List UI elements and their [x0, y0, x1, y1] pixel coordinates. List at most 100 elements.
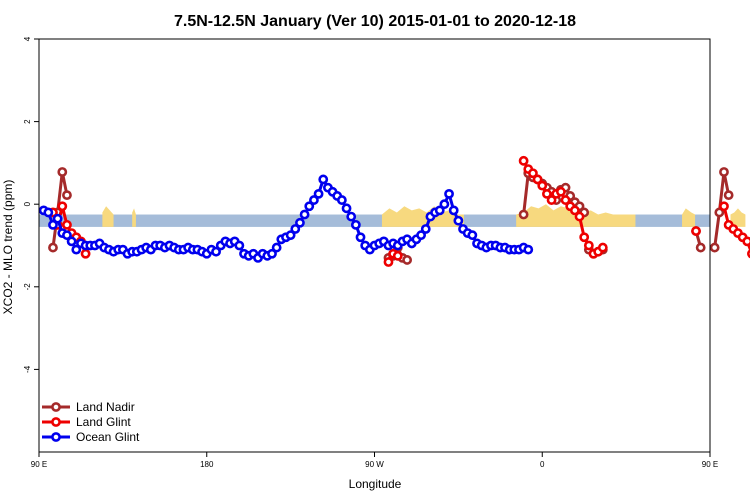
data-point	[546, 195, 557, 205]
data-point	[62, 230, 72, 241]
data-point	[537, 180, 548, 191]
data-point	[444, 188, 454, 199]
data-point	[714, 207, 725, 218]
data-point	[467, 230, 478, 241]
legend-item: Ocean Glint	[42, 430, 140, 444]
data-point	[420, 224, 431, 234]
data-point	[723, 190, 734, 201]
data-point	[597, 242, 608, 253]
data-point	[295, 217, 305, 228]
data-point	[336, 195, 347, 205]
y-tick-label: 4	[23, 36, 32, 41]
x-tick-label: 180	[200, 460, 214, 469]
data-point	[719, 201, 729, 212]
data-point	[439, 199, 450, 210]
data-point	[57, 167, 68, 177]
data-point	[313, 188, 324, 199]
data-point	[62, 219, 72, 230]
data-point	[234, 240, 245, 251]
data-point	[285, 230, 296, 241]
data-point	[211, 246, 221, 257]
land-region-1	[132, 208, 136, 227]
data-point	[555, 186, 566, 197]
land-region-0	[102, 206, 114, 227]
land-region-5	[730, 208, 746, 227]
data-point	[719, 167, 729, 177]
data-point	[416, 230, 426, 241]
x-axis: 90 E 180 90 W 0 90 E	[31, 452, 718, 469]
data-point	[52, 213, 63, 224]
data-point	[523, 244, 534, 255]
data-point	[57, 201, 68, 212]
data-point	[532, 174, 543, 185]
data-point	[71, 244, 82, 255]
series-land-glint	[48, 155, 750, 267]
data-point	[402, 255, 413, 265]
land-region-2	[381, 206, 464, 227]
land-region-4	[682, 208, 696, 227]
data-point	[528, 168, 538, 179]
data-point	[542, 188, 552, 199]
data-point	[318, 174, 329, 185]
chart-title: 7.5N-12.5N January (Ver 10) 2015-01-01 t…	[174, 13, 576, 30]
plot-background	[39, 204, 746, 227]
y-axis-label: XCO2 - MLO trend (ppm)	[1, 180, 15, 315]
y-tick-label: 2	[23, 119, 32, 124]
data-point	[62, 190, 72, 201]
x-tick-label: 90 E	[702, 460, 718, 469]
series-line	[51, 171, 69, 248]
data-point	[48, 219, 58, 230]
data-point	[709, 242, 720, 253]
y-tick-label: -4	[23, 365, 32, 373]
data-point	[80, 248, 91, 259]
series-layer	[38, 155, 750, 267]
data-point	[518, 209, 529, 220]
data-point	[66, 236, 77, 247]
x-tick-label: 90 E	[31, 460, 47, 469]
data-point	[299, 209, 310, 220]
data-point	[392, 250, 403, 261]
legend-item: Land Glint	[42, 415, 131, 429]
data-point	[583, 240, 594, 251]
legend-swatch-marker	[51, 417, 61, 427]
data-point	[304, 201, 315, 212]
series-ocean-glint	[38, 174, 534, 263]
data-point	[341, 203, 352, 214]
data-point	[383, 257, 394, 267]
data-point	[453, 215, 464, 226]
data-point	[48, 242, 58, 253]
data-point	[448, 205, 459, 216]
x-tick-label: 0	[540, 460, 545, 469]
data-point	[518, 155, 529, 166]
legend-label: Ocean Glint	[76, 430, 140, 444]
series-line	[713, 171, 731, 248]
y-tick-label: 0	[23, 201, 32, 206]
data-point	[290, 224, 301, 234]
legend-swatch-marker	[51, 432, 61, 442]
data-point	[43, 207, 54, 218]
data-point	[346, 211, 357, 222]
data-point	[560, 195, 571, 205]
data-point	[695, 242, 706, 253]
legend-label: Land Nadir	[76, 400, 135, 414]
legend-swatch-marker	[51, 402, 61, 412]
data-point	[309, 195, 319, 205]
data-point	[579, 232, 590, 243]
data-point	[434, 205, 445, 216]
data-point	[267, 248, 277, 259]
data-point	[350, 219, 361, 230]
data-point	[742, 236, 750, 247]
x-tick-label: 90 W	[365, 460, 384, 469]
legend-label: Land Glint	[76, 415, 131, 429]
x-axis-label: Longitude	[349, 477, 402, 491]
y-axis: 4 2 0 -2 -4	[23, 36, 39, 373]
data-point	[271, 242, 282, 253]
data-point	[355, 232, 366, 243]
data-point	[691, 226, 701, 236]
data-point	[574, 211, 585, 222]
legend-item: Land Nadir	[42, 400, 135, 414]
data-point	[569, 205, 580, 216]
y-tick-label: -2	[23, 283, 32, 291]
